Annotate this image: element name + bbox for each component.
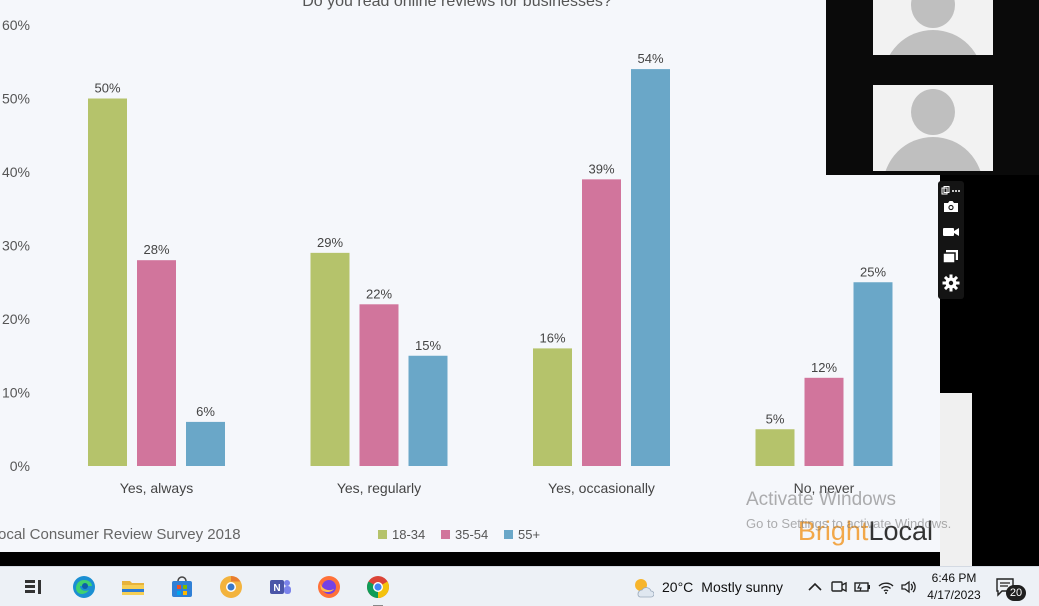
chart-title: Do you read online reviews for businesse…: [302, 0, 612, 10]
legend-swatch: [504, 530, 513, 539]
bar: [88, 98, 127, 466]
bar-data-label: 28%: [143, 242, 169, 257]
participant-tile-1[interactable]: [873, 0, 993, 55]
y-tick-label: 60%: [2, 17, 30, 33]
bar: [804, 377, 844, 466]
y-tick-label: 30%: [2, 238, 30, 254]
bar-data-label: 50%: [94, 81, 120, 96]
bar-data-label: 22%: [366, 286, 392, 301]
x-category-label: Yes, always: [120, 480, 193, 496]
watermark-title: Activate Windows: [746, 489, 896, 510]
avatar-head: [911, 89, 955, 135]
system-clock[interactable]: 6:46 PM 4/17/2023: [922, 570, 986, 604]
activate-windows-watermark: Activate Windows Go to Settings to activ…: [746, 489, 951, 533]
y-tick-label: 20%: [2, 311, 30, 327]
avatar-head: [911, 0, 955, 28]
x-category-label: Yes, occasionally: [548, 480, 655, 496]
gear-icon[interactable]: [942, 274, 960, 292]
avatar-body: [883, 30, 983, 55]
copy-icon[interactable]: [941, 183, 961, 195]
wifi-icon[interactable]: [877, 578, 895, 596]
bar: [137, 260, 176, 466]
watermark-subtitle: Go to Settings to activate Windows.: [746, 516, 952, 531]
windows-icon[interactable]: [942, 248, 960, 266]
legend-label: 35-54: [455, 527, 488, 542]
bar-data-label: 25%: [860, 264, 886, 279]
weather-widget[interactable]: 20°C Mostly sunny: [632, 576, 783, 598]
bar: [755, 429, 795, 466]
firefox-icon[interactable]: [315, 573, 343, 601]
x-category-label: Yes, regularly: [337, 480, 421, 496]
legend-swatch: [441, 530, 450, 539]
clock-date: 4/17/2023: [927, 588, 981, 602]
meet-now-icon[interactable]: [830, 578, 848, 596]
bar: [631, 69, 670, 466]
legend-swatch: [378, 530, 387, 539]
bar-data-label: 6%: [196, 404, 215, 419]
meeting-controls: [938, 181, 964, 299]
legend-label: 55+: [518, 527, 540, 542]
legend-label: 18-34: [392, 527, 425, 542]
weather-condition: Mostly sunny: [701, 579, 783, 595]
y-tick-label: 10%: [2, 385, 30, 401]
bar-data-label: 12%: [811, 360, 837, 375]
y-tick-label: 0%: [10, 458, 30, 474]
bar: [408, 355, 448, 466]
bar: [310, 252, 350, 466]
y-tick-label: 50%: [2, 91, 30, 107]
notification-count-badge: 20: [1006, 585, 1026, 601]
clock-time: 6:46 PM: [931, 571, 977, 585]
chrome-icon[interactable]: [364, 573, 392, 606]
bar-data-label: 16%: [539, 330, 565, 345]
store-icon[interactable]: [168, 573, 196, 601]
bar: [186, 421, 225, 466]
notification-center[interactable]: 20: [994, 576, 1028, 601]
bar-data-label: 54%: [637, 51, 663, 66]
video-call-panel: [826, 0, 1039, 175]
weather-temp: 20°C: [662, 579, 694, 595]
source-caption: ocal Consumer Review Survey 2018: [0, 526, 241, 543]
y-tick-label: 40%: [2, 164, 30, 180]
desktop-strip: [940, 393, 972, 566]
windows-taskbar: N 20°C Mostly sunny 6:46 PM 4/17/2023 20: [0, 566, 1039, 606]
x-category-label: No, never: [794, 480, 855, 496]
bar: [582, 179, 621, 466]
brightlocal-logo: BrightLocal: [798, 516, 933, 546]
bar: [853, 282, 893, 466]
chrome-canary-icon[interactable]: [217, 573, 245, 601]
volume-icon[interactable]: [899, 578, 917, 596]
battery-icon[interactable]: [853, 578, 871, 596]
bar-data-label: 15%: [415, 338, 441, 353]
presentation-slide: Do you read online reviews for businesse…: [0, 0, 940, 552]
svg-text:N: N: [273, 583, 280, 594]
avatar-body: [883, 137, 983, 171]
bar: [533, 348, 572, 466]
file-explorer-icon[interactable]: [119, 573, 147, 601]
edge-icon[interactable]: [70, 573, 98, 601]
teams-icon[interactable]: N: [266, 573, 294, 601]
bar-chart: Do you read online reviews for businesse…: [0, 0, 933, 546]
notification-icon: [996, 578, 1014, 597]
participant-tile-2[interactable]: [873, 85, 993, 171]
camera-icon[interactable]: [942, 197, 960, 215]
bar-data-label: 39%: [588, 161, 614, 176]
chevron-up-icon[interactable]: [806, 578, 824, 596]
bar-data-label: 29%: [317, 235, 343, 250]
partly-sunny-icon: [635, 579, 654, 598]
bar-data-label: 5%: [766, 411, 785, 426]
bar: [359, 304, 399, 466]
video-camera-icon[interactable]: [942, 223, 960, 241]
task-view-icon[interactable]: [19, 573, 47, 601]
